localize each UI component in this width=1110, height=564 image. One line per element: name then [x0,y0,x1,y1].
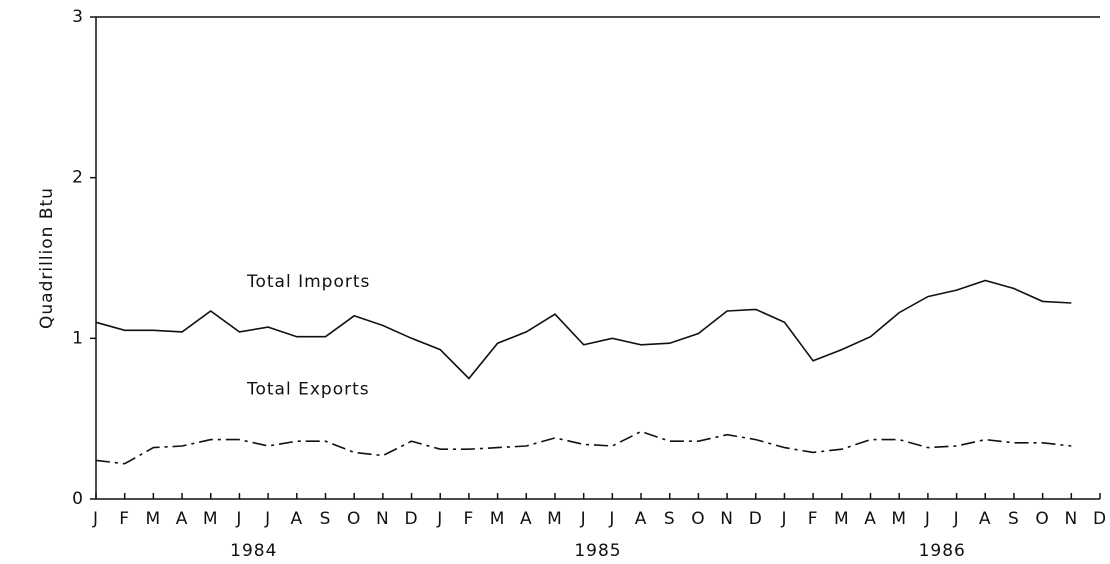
x-tick-label: J [92,509,99,529]
x-tick-label: F [464,509,475,529]
series-line [95,279,1072,380]
x-tick-label: O [347,509,361,529]
x-tick-label: D [1093,509,1107,529]
year-label: 1985 [574,541,621,561]
x-tick-label: A [635,509,648,529]
x-tick-label: A [979,509,992,529]
x-tick-label: A [290,509,303,529]
x-tick-label: M [146,509,162,529]
x-tick-label: M [891,509,907,529]
x-tick-label: A [176,509,189,529]
x-tick-label: J [924,509,931,529]
x-tick-label: J [264,509,271,529]
x-tick-label: M [203,509,219,529]
x-tick-label: M [547,509,563,529]
x-tick-label: J [580,509,587,529]
y-axis-label: Quadrillion Btu [37,187,57,329]
x-tick-label: M [490,509,506,529]
y-tick-label: 0 [72,489,84,509]
x-tick-label: F [808,509,819,529]
year-label: 1984 [230,541,277,561]
x-tick-label: J [235,509,242,529]
x-tick-label: S [1008,509,1020,529]
x-tick-label: N [720,509,734,529]
x-tick-label: M [834,509,850,529]
x-tick-label: O [1035,509,1049,529]
year-label: 1986 [919,541,966,561]
x-tick-label: D [749,509,763,529]
x-tick-label: A [520,509,533,529]
x-tick-label: D [404,509,418,529]
x-tick-label: S [664,509,676,529]
x-tick-label: J [436,509,443,529]
x-tick-label: A [864,509,877,529]
x-tick-label: N [1064,509,1078,529]
series-label: Total Exports [246,380,370,400]
x-tick-label: F [119,509,130,529]
series-label: Total Imports [246,272,370,292]
x-tick-label: J [953,509,960,529]
x-tick-label: N [376,509,390,529]
y-tick-label: 2 [72,168,84,188]
x-tick-label: S [320,509,332,529]
x-tick-label: J [608,509,615,529]
series-line [95,430,1072,465]
y-tick-label: 3 [72,7,84,27]
x-tick-label: J [780,509,787,529]
x-tick-label: O [691,509,705,529]
y-tick-label: 1 [72,328,84,348]
